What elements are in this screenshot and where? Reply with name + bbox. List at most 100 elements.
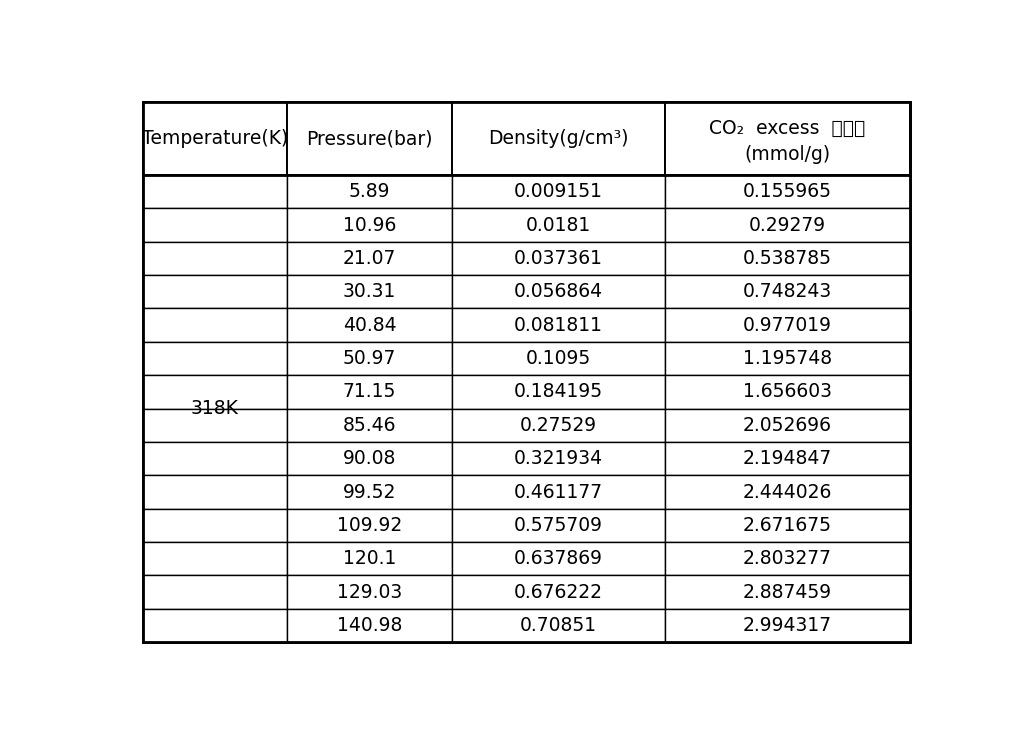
Bar bbox=[452, 442, 665, 475]
Bar bbox=[287, 175, 452, 208]
Bar bbox=[143, 575, 287, 609]
Text: 0.009151: 0.009151 bbox=[515, 183, 603, 201]
Text: 0.1095: 0.1095 bbox=[526, 349, 592, 368]
Bar bbox=[143, 309, 287, 342]
Text: 1.195748: 1.195748 bbox=[743, 349, 832, 368]
Bar bbox=[452, 408, 665, 442]
Bar bbox=[665, 275, 910, 309]
Bar bbox=[287, 342, 452, 375]
Bar bbox=[665, 242, 910, 275]
Bar bbox=[143, 175, 287, 208]
Bar bbox=[665, 475, 910, 509]
Bar bbox=[287, 275, 452, 309]
Bar bbox=[143, 242, 287, 275]
Text: 50.97: 50.97 bbox=[343, 349, 396, 368]
Text: Pressure(bar): Pressure(bar) bbox=[306, 129, 432, 148]
Text: Density(g/cm³): Density(g/cm³) bbox=[488, 129, 629, 148]
Bar bbox=[665, 175, 910, 208]
Bar bbox=[452, 102, 665, 175]
Bar bbox=[665, 575, 910, 609]
Text: 318K: 318K bbox=[191, 399, 238, 418]
Bar bbox=[452, 509, 665, 542]
Bar bbox=[665, 309, 910, 342]
Bar bbox=[287, 208, 452, 242]
Bar bbox=[143, 408, 287, 442]
Text: 2.994317: 2.994317 bbox=[743, 616, 832, 635]
Bar bbox=[665, 542, 910, 575]
Text: 5.89: 5.89 bbox=[349, 183, 390, 201]
Bar bbox=[143, 542, 287, 575]
Text: 0.538785: 0.538785 bbox=[744, 249, 832, 268]
Bar bbox=[452, 309, 665, 342]
Text: 2.887459: 2.887459 bbox=[743, 583, 832, 602]
Text: 0.056864: 0.056864 bbox=[514, 282, 603, 301]
Text: 0.637869: 0.637869 bbox=[515, 549, 603, 568]
Text: 2.444026: 2.444026 bbox=[743, 482, 832, 501]
Text: 120.1: 120.1 bbox=[343, 549, 396, 568]
Text: 0.155965: 0.155965 bbox=[744, 183, 832, 201]
Bar bbox=[287, 475, 452, 509]
Bar bbox=[143, 102, 287, 175]
Bar bbox=[287, 242, 452, 275]
Bar bbox=[287, 102, 452, 175]
Text: 0.081811: 0.081811 bbox=[515, 316, 603, 335]
Text: 0.29279: 0.29279 bbox=[749, 216, 826, 235]
Bar bbox=[452, 208, 665, 242]
Bar bbox=[452, 542, 665, 575]
Bar bbox=[287, 509, 452, 542]
Bar bbox=[665, 375, 910, 408]
Bar bbox=[665, 208, 910, 242]
Bar bbox=[143, 609, 287, 642]
Bar bbox=[143, 375, 287, 408]
Text: 0.037361: 0.037361 bbox=[515, 249, 603, 268]
Bar bbox=[287, 609, 452, 642]
Text: 0.676222: 0.676222 bbox=[515, 583, 603, 602]
Bar bbox=[143, 442, 287, 475]
Text: 10.96: 10.96 bbox=[343, 216, 396, 235]
Text: (mmol/g): (mmol/g) bbox=[745, 145, 831, 164]
Text: 21.07: 21.07 bbox=[343, 249, 396, 268]
Bar bbox=[287, 442, 452, 475]
Text: 2.803277: 2.803277 bbox=[744, 549, 832, 568]
Text: CO₂  excess  흡잘량: CO₂ excess 흡잘량 bbox=[710, 119, 866, 138]
Text: 0.27529: 0.27529 bbox=[520, 416, 597, 435]
Text: 0.748243: 0.748243 bbox=[743, 282, 832, 301]
Bar bbox=[143, 275, 287, 309]
Text: 0.575709: 0.575709 bbox=[515, 516, 603, 535]
Text: 0.184195: 0.184195 bbox=[514, 383, 603, 402]
Text: 0.461177: 0.461177 bbox=[514, 482, 603, 501]
Bar bbox=[143, 475, 287, 509]
Bar bbox=[143, 208, 287, 242]
Bar bbox=[452, 609, 665, 642]
Text: 71.15: 71.15 bbox=[343, 383, 396, 402]
Text: 85.46: 85.46 bbox=[343, 416, 396, 435]
Text: 0.70851: 0.70851 bbox=[520, 616, 597, 635]
Text: 2.671675: 2.671675 bbox=[744, 516, 832, 535]
Text: 2.052696: 2.052696 bbox=[744, 416, 832, 435]
Text: 90.08: 90.08 bbox=[343, 449, 396, 468]
Bar bbox=[452, 275, 665, 309]
Bar bbox=[287, 309, 452, 342]
Text: 40.84: 40.84 bbox=[343, 316, 396, 335]
Bar bbox=[287, 408, 452, 442]
Text: Temperature(K): Temperature(K) bbox=[142, 129, 288, 148]
Text: 129.03: 129.03 bbox=[337, 583, 402, 602]
Bar bbox=[452, 475, 665, 509]
Bar bbox=[287, 542, 452, 575]
Text: 140.98: 140.98 bbox=[337, 616, 403, 635]
Bar bbox=[143, 509, 287, 542]
Bar bbox=[665, 102, 910, 175]
Text: 0.0181: 0.0181 bbox=[526, 216, 592, 235]
Bar bbox=[452, 175, 665, 208]
Text: 0.977019: 0.977019 bbox=[744, 316, 832, 335]
Bar bbox=[452, 375, 665, 408]
Bar bbox=[665, 442, 910, 475]
Bar bbox=[665, 408, 910, 442]
Text: 109.92: 109.92 bbox=[337, 516, 402, 535]
Text: 30.31: 30.31 bbox=[343, 282, 396, 301]
Bar bbox=[665, 609, 910, 642]
Text: 0.321934: 0.321934 bbox=[514, 449, 603, 468]
Text: 1.656603: 1.656603 bbox=[744, 383, 832, 402]
Bar bbox=[452, 342, 665, 375]
Text: 2.194847: 2.194847 bbox=[743, 449, 832, 468]
